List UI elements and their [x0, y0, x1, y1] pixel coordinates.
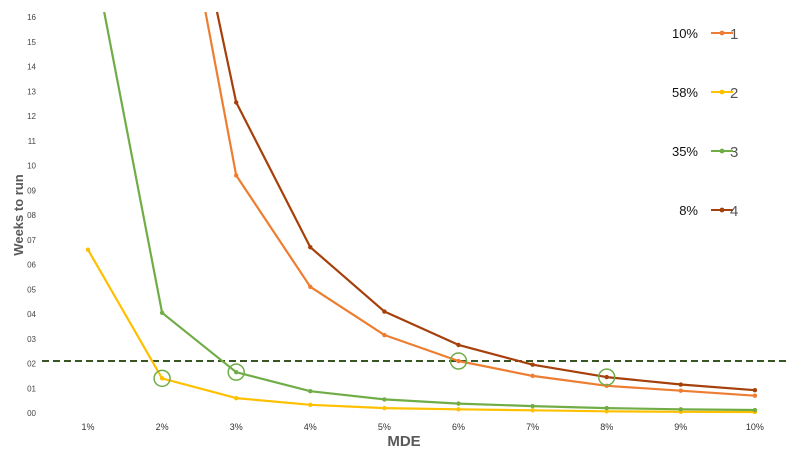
legend-label-2: 2: [730, 85, 738, 102]
data-point-1: [234, 173, 239, 178]
series-line-4: [215, 12, 755, 392]
legend-marker-3: [719, 148, 725, 154]
legend-share-4: 8%: [679, 203, 698, 218]
y-tick-label: 04: [27, 310, 36, 319]
legend-marker-4: [719, 207, 725, 213]
series-line-2: [87, 249, 755, 414]
y-tick-label: 12: [27, 112, 36, 121]
legend: 10% 1 58% 2 35% 3 8% 4: [672, 26, 738, 220]
data-point-2: [308, 402, 313, 408]
data-point-1: [308, 284, 313, 289]
legend-share-1: 10%: [672, 26, 698, 41]
y-tick-label: 07: [27, 236, 36, 245]
data-point-3: [159, 310, 165, 315]
y-tick-label: 00: [27, 409, 36, 418]
y-tick-label: 01: [27, 384, 36, 393]
y-tick-label: 13: [27, 87, 36, 96]
y-tick-label: 05: [27, 285, 36, 294]
data-point-2: [85, 247, 91, 252]
x-tick-label: 9%: [674, 422, 687, 432]
x-tick-label: 8%: [600, 422, 613, 432]
data-point-4: [382, 309, 387, 314]
y-axis-title: Weeks to run: [11, 174, 26, 255]
legend-marker-1: [719, 30, 725, 36]
data-point-3: [234, 369, 239, 375]
data-point-4: [308, 244, 313, 250]
highlight-circle: [153, 369, 171, 388]
x-axis-ticks: 1% 2% 3% 4% 5% 6% 7% 8% 9% 10%: [81, 422, 763, 432]
y-tick-label: 10: [27, 162, 36, 171]
legend-marker-2: [719, 89, 725, 95]
x-axis-title: MDE: [387, 433, 420, 450]
x-tick-label: 2%: [156, 422, 169, 432]
data-point-1: [456, 358, 461, 364]
x-tick-label: 5%: [378, 422, 391, 432]
x-tick-label: 6%: [452, 422, 465, 432]
highlight-circle: [227, 363, 245, 381]
data-point-3: [308, 389, 313, 394]
data-point-4: [604, 374, 609, 380]
y-tick-label: 16: [27, 13, 36, 22]
x-tick-label: 4%: [304, 422, 317, 432]
legend-label-4: 4: [730, 203, 738, 220]
data-point-3: [678, 407, 683, 412]
series-line-3: [103, 12, 755, 412]
y-tick-label: 11: [28, 137, 37, 146]
data-point-3: [530, 403, 535, 409]
data-point-4: [456, 342, 461, 348]
highlight-circle: [597, 368, 616, 386]
data-point-1: [678, 388, 683, 393]
y-tick-label: 14: [27, 63, 36, 72]
x-tick-label: 1%: [81, 422, 94, 432]
x-tick-label: 3%: [230, 422, 243, 432]
data-point-1: [752, 393, 758, 398]
data-point-2: [604, 409, 609, 414]
y-tick-label: 02: [27, 360, 36, 369]
y-axis-ticks: 00 01 02 03 04 05 06 07 08 09 10 11 12 13 14 15 16: [27, 13, 36, 418]
y-tick-label: 15: [27, 38, 36, 47]
data-point-2: [234, 395, 239, 401]
data-point-4: [678, 382, 683, 387]
data-point-1: [530, 373, 535, 379]
data-point-4: [234, 100, 239, 105]
x-tick-label: 7%: [526, 422, 539, 432]
data-point-2: [530, 408, 535, 413]
highlight-circle: [449, 352, 468, 370]
data-point-3: [752, 407, 758, 413]
legend-share-3: 35%: [672, 144, 698, 159]
legend-label-3: 3: [730, 144, 738, 161]
data-point-1: [382, 332, 387, 338]
data-point-3: [456, 401, 461, 406]
legend-label-1: 1: [730, 26, 738, 43]
highlight-markers: [153, 352, 616, 388]
data-point-3: [382, 397, 387, 402]
data-point-2: [382, 405, 387, 411]
data-point-3: [604, 405, 609, 411]
data-point-4: [530, 362, 535, 367]
legend-share-2: 58%: [672, 85, 698, 100]
series-layer: [85, 12, 758, 414]
y-tick-label: 08: [27, 211, 36, 220]
data-point-2: [456, 407, 461, 412]
y-tick-label: 06: [27, 261, 36, 270]
data-point-4: [752, 388, 758, 393]
data-point-2: [159, 376, 165, 381]
series-line-1: [204, 12, 755, 397]
x-tick-label: 10%: [746, 422, 764, 432]
y-tick-label: 03: [27, 335, 36, 344]
y-tick-label: 09: [27, 186, 36, 195]
